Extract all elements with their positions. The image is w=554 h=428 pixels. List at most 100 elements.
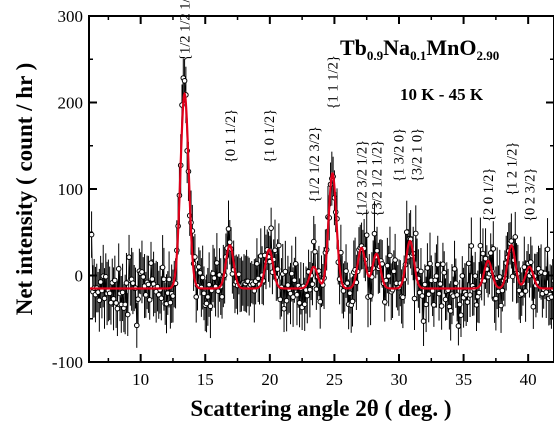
formula-subscript: 0.1 xyxy=(410,48,426,63)
data-point xyxy=(465,260,472,267)
data-point xyxy=(203,300,210,307)
data-point xyxy=(296,300,303,306)
data-point xyxy=(522,288,529,294)
data-point xyxy=(277,296,283,303)
data-point xyxy=(422,281,428,288)
data-point xyxy=(384,262,391,269)
y-axis-title: Net intensity ( count / hr ) xyxy=(12,63,37,316)
data-point xyxy=(371,230,378,237)
data-point xyxy=(387,252,393,259)
data-point xyxy=(97,279,104,285)
data-point xyxy=(133,322,140,329)
data-point xyxy=(159,264,166,271)
data-point xyxy=(166,276,172,283)
data-point xyxy=(490,245,497,252)
data-point xyxy=(363,232,370,238)
data-point xyxy=(110,296,117,302)
x-tick-label: 25 xyxy=(326,370,343,389)
data-point xyxy=(307,286,313,293)
data-point xyxy=(161,276,167,283)
data-point xyxy=(347,290,353,297)
data-point xyxy=(473,302,480,308)
data-point xyxy=(145,281,152,288)
data-point xyxy=(101,295,108,302)
data-point xyxy=(149,276,156,282)
data-point xyxy=(436,290,442,297)
data-point xyxy=(425,291,432,298)
data-point xyxy=(135,296,141,302)
data-point xyxy=(254,260,260,267)
formula-element: Tb xyxy=(340,35,367,60)
sample-formula: Tb0.9Na0.1MnO2.90 xyxy=(340,35,499,63)
data-point xyxy=(454,292,460,298)
data-point xyxy=(392,257,398,263)
formula-subscript: 0.9 xyxy=(367,48,384,63)
data-point xyxy=(434,261,441,268)
data-point xyxy=(312,248,318,255)
data-point xyxy=(455,323,462,329)
data-point xyxy=(272,247,278,254)
data-point xyxy=(197,270,203,276)
data-point xyxy=(521,264,528,270)
data-point xyxy=(112,277,118,284)
y-tick-label: 100 xyxy=(58,180,84,199)
data-point xyxy=(215,288,221,294)
data-point xyxy=(544,246,551,253)
data-point xyxy=(412,230,419,237)
data-point xyxy=(301,301,308,308)
data-point xyxy=(96,297,103,304)
data-point xyxy=(130,280,136,286)
data-point xyxy=(456,301,463,308)
data-point xyxy=(292,260,299,267)
x-tick-label: 30 xyxy=(391,370,408,389)
data-point xyxy=(440,261,446,268)
data-point xyxy=(143,292,149,298)
data-point xyxy=(291,277,298,284)
data-point xyxy=(255,275,262,282)
data-point xyxy=(459,273,466,279)
data-point xyxy=(464,299,471,305)
data-point xyxy=(441,269,448,276)
data-point xyxy=(437,281,444,287)
data-point xyxy=(106,290,113,297)
data-point xyxy=(283,297,290,304)
data-point xyxy=(158,295,165,302)
data-point xyxy=(285,282,291,288)
data-point xyxy=(499,287,506,294)
data-point xyxy=(496,274,503,280)
peak-label: {1 3/2 0} xyxy=(391,128,407,182)
data-point xyxy=(290,294,296,300)
peak-label: {3/2 1 0} xyxy=(409,128,425,182)
peak-label: {1/2 1/2 1/2} xyxy=(178,0,194,61)
data-point xyxy=(498,302,504,309)
data-point xyxy=(427,260,433,267)
data-point xyxy=(226,239,233,246)
formula-element: MnO xyxy=(426,35,476,60)
data-point xyxy=(236,271,242,278)
peak-label: {0 1 1/2} xyxy=(223,109,239,163)
data-point xyxy=(527,259,534,265)
x-tick-label: 20 xyxy=(261,370,278,389)
data-point xyxy=(126,254,132,261)
data-point xyxy=(543,289,550,295)
data-point xyxy=(210,270,216,277)
data-point xyxy=(119,289,126,296)
data-point xyxy=(442,296,449,303)
data-point xyxy=(400,294,406,301)
data-point xyxy=(268,225,274,231)
data-point xyxy=(476,289,482,296)
data-point xyxy=(167,299,174,306)
peak-label: {3/2 1/2 1/2} xyxy=(369,140,385,217)
x-tick-label: 40 xyxy=(520,370,537,389)
data-point xyxy=(313,286,320,292)
data-point xyxy=(431,302,437,308)
x-tick-label: 15 xyxy=(197,370,214,389)
data-point xyxy=(123,280,130,286)
data-point xyxy=(530,303,537,310)
y-tick-label: 300 xyxy=(58,7,84,26)
temperature-label: 10 K - 45 K xyxy=(400,85,484,104)
data-point xyxy=(343,268,349,274)
data-point xyxy=(385,273,392,279)
data-point xyxy=(274,266,281,272)
peak-label: {2 0 1/2} xyxy=(481,168,497,222)
